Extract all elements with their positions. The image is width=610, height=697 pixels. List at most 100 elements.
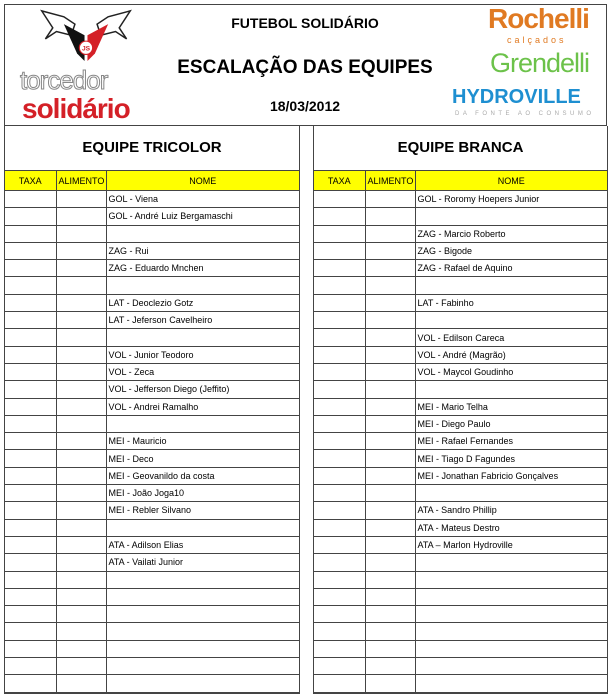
nome-cell[interactable]: MEI - Rafael Fernandes [414, 432, 607, 451]
taxa-cell[interactable] [314, 189, 366, 209]
nome-cell[interactable]: MEI - Geovanildo da costa [105, 466, 299, 486]
taxa-cell[interactable] [5, 501, 57, 520]
nome-cell[interactable]: MEI - Deco [105, 449, 299, 468]
taxa-cell[interactable] [5, 535, 57, 555]
taxa-cell[interactable] [5, 432, 57, 451]
alimento-cell[interactable] [364, 414, 416, 434]
alimento-cell[interactable] [55, 224, 107, 243]
nome-cell[interactable]: VOL - Edilson Careca [414, 328, 607, 347]
alimento-cell[interactable] [364, 345, 416, 364]
taxa-cell[interactable] [314, 432, 366, 451]
alimento-cell[interactable] [55, 605, 107, 624]
nome-cell[interactable]: MEI - Mauricio [105, 432, 299, 451]
taxa-cell[interactable] [314, 362, 366, 382]
alimento-cell[interactable] [55, 362, 107, 382]
nome-cell[interactable] [105, 622, 299, 641]
taxa-cell[interactable] [5, 449, 57, 468]
nome-cell[interactable]: MEI - Rebler Silvano [105, 501, 299, 520]
alimento-cell[interactable] [364, 674, 416, 693]
alimento-cell[interactable] [364, 224, 416, 243]
nome-cell[interactable] [414, 622, 607, 641]
nome-cell[interactable] [414, 639, 607, 659]
nome-cell[interactable]: VOL - Junior Teodoro [105, 345, 299, 364]
taxa-cell[interactable] [5, 224, 57, 243]
alimento-cell[interactable] [364, 311, 416, 330]
taxa-cell[interactable] [314, 553, 366, 572]
alimento-cell[interactable] [55, 276, 107, 295]
nome-cell[interactable] [414, 587, 607, 607]
nome-cell[interactable] [414, 276, 607, 295]
taxa-cell[interactable] [5, 622, 57, 641]
nome-cell[interactable] [105, 674, 299, 693]
nome-cell[interactable] [414, 657, 607, 676]
alimento-cell[interactable] [55, 189, 107, 209]
nome-cell[interactable] [414, 311, 607, 330]
taxa-cell[interactable] [314, 501, 366, 520]
taxa-cell[interactable] [314, 259, 366, 278]
alimento-cell[interactable] [55, 553, 107, 572]
taxa-cell[interactable] [5, 570, 57, 589]
taxa-cell[interactable] [5, 259, 57, 278]
alimento-cell[interactable] [55, 674, 107, 693]
taxa-cell[interactable] [5, 380, 57, 399]
nome-cell[interactable] [105, 414, 299, 434]
alimento-cell[interactable] [55, 501, 107, 520]
alimento-cell[interactable] [55, 414, 107, 434]
taxa-cell[interactable] [5, 518, 57, 537]
taxa-cell[interactable] [314, 207, 366, 226]
taxa-cell[interactable] [314, 570, 366, 589]
taxa-cell[interactable] [5, 657, 57, 676]
alimento-cell[interactable] [364, 189, 416, 209]
nome-cell[interactable]: VOL - Jefferson Diego (Jeffito) [105, 380, 299, 399]
alimento-cell[interactable] [364, 605, 416, 624]
alimento-cell[interactable] [364, 207, 416, 226]
alimento-cell[interactable] [364, 241, 416, 261]
nome-cell[interactable] [105, 605, 299, 624]
taxa-cell[interactable] [314, 293, 366, 313]
taxa-cell[interactable] [314, 328, 366, 347]
taxa-cell[interactable] [5, 362, 57, 382]
alimento-cell[interactable] [364, 466, 416, 486]
nome-cell[interactable]: ZAG - Eduardo Mnchen [105, 259, 299, 278]
taxa-cell[interactable] [314, 657, 366, 676]
taxa-cell[interactable] [314, 605, 366, 624]
alimento-cell[interactable] [364, 432, 416, 451]
taxa-cell[interactable] [5, 345, 57, 364]
alimento-cell[interactable] [55, 639, 107, 659]
alimento-cell[interactable] [364, 362, 416, 382]
alimento-cell[interactable] [55, 449, 107, 468]
taxa-cell[interactable] [314, 674, 366, 693]
alimento-cell[interactable] [364, 587, 416, 607]
taxa-cell[interactable] [5, 553, 57, 572]
taxa-cell[interactable] [5, 293, 57, 313]
taxa-cell[interactable] [5, 311, 57, 330]
alimento-cell[interactable] [55, 345, 107, 364]
nome-cell[interactable]: MEI - Jonathan Fabricio Gonçalves [414, 466, 607, 486]
alimento-cell[interactable] [55, 622, 107, 641]
alimento-cell[interactable] [55, 535, 107, 555]
nome-cell[interactable] [105, 276, 299, 295]
taxa-cell[interactable] [5, 207, 57, 226]
alimento-cell[interactable] [364, 570, 416, 589]
taxa-cell[interactable] [314, 466, 366, 486]
alimento-cell[interactable] [364, 657, 416, 676]
taxa-cell[interactable] [5, 587, 57, 607]
alimento-cell[interactable] [55, 570, 107, 589]
nome-cell[interactable]: MEI - Tiago D Fagundes [414, 449, 607, 468]
taxa-cell[interactable] [5, 328, 57, 347]
taxa-cell[interactable] [5, 276, 57, 295]
nome-cell[interactable]: ZAG - Marcio Roberto [414, 224, 607, 243]
alimento-cell[interactable] [55, 484, 107, 503]
nome-cell[interactable] [414, 605, 607, 624]
alimento-cell[interactable] [364, 380, 416, 399]
alimento-cell[interactable] [55, 293, 107, 313]
nome-cell[interactable] [105, 639, 299, 659]
alimento-cell[interactable] [55, 380, 107, 399]
nome-cell[interactable] [414, 207, 607, 226]
taxa-cell[interactable] [5, 674, 57, 693]
taxa-cell[interactable] [314, 224, 366, 243]
taxa-cell[interactable] [5, 397, 57, 416]
taxa-cell[interactable] [314, 414, 366, 434]
nome-cell[interactable]: LAT - Jeferson Cavelheiro [105, 311, 299, 330]
taxa-cell[interactable] [314, 639, 366, 659]
